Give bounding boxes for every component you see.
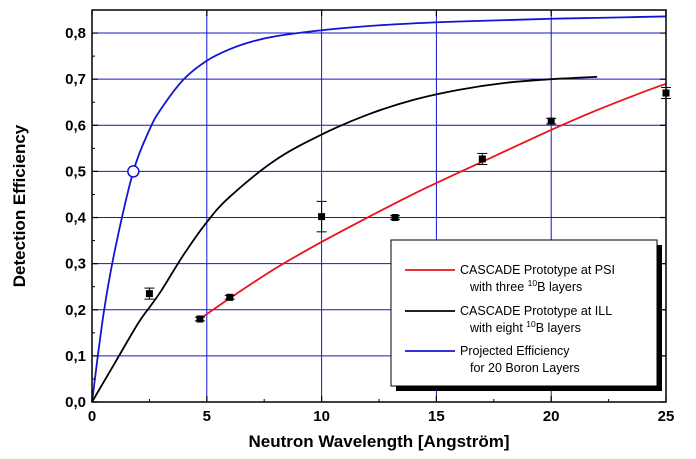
- x-tick-label: 5: [203, 408, 211, 425]
- y-tick-label: 0,6: [65, 117, 86, 134]
- legend-label-line2: with eight 10B layers: [469, 319, 581, 335]
- data-point-marker: [226, 293, 234, 301]
- data-point: [224, 293, 235, 301]
- legend-box: [390, 239, 658, 387]
- data-point: [194, 315, 205, 323]
- data-point-marker: [145, 290, 153, 298]
- data-point: [390, 214, 401, 222]
- data-point-marker: [391, 214, 399, 222]
- y-tick-label: 0,8: [65, 25, 86, 42]
- y-tick-label: 0,3: [65, 256, 86, 273]
- grid-lines: [92, 10, 666, 402]
- x-tick-label: 25: [658, 408, 675, 425]
- x-tick-label: 20: [543, 408, 560, 425]
- y-tick-label: 0,7: [65, 71, 86, 88]
- y-tick-label: 0,2: [65, 302, 86, 319]
- x-tick-label: 0: [88, 408, 96, 425]
- x-axis-label: Neutron Wavelength [Angström]: [249, 432, 510, 451]
- x-tick-label: 10: [313, 408, 330, 425]
- axis-ticks: 0 5 10 15 20 25 0,0 0,1 0,2 0,3 0,4 0,5 0,6 0,7 0,8: [65, 9, 675, 425]
- data-point-marker: [547, 117, 555, 125]
- y-tick-label: 0,4: [65, 210, 87, 227]
- x-tick-label: 15: [428, 408, 445, 425]
- series-ill-curve: [91, 75, 598, 403]
- data-point-marker: [478, 155, 486, 163]
- data-point: [477, 152, 488, 165]
- data-point: [144, 287, 155, 300]
- y-tick-label: 0,5: [65, 163, 86, 180]
- legend-label: CASCADE Prototype at ILL: [460, 304, 612, 318]
- legend-label: Projected Efficiency: [460, 344, 570, 358]
- series-curves: [91, 15, 667, 403]
- y-axis-label: Detection Efficiency: [10, 124, 29, 287]
- projected-marker-point: [127, 165, 140, 178]
- y-tick-label: 0,0: [65, 394, 86, 411]
- legend-label-line2: for 20 Boron Layers: [470, 361, 580, 375]
- y-tick-label: 0,1: [65, 348, 86, 365]
- series-projected-curve: [91, 15, 667, 403]
- legend-entry-projected: Projected Efficiency for 20 Boron Layers: [405, 344, 580, 375]
- data-point: [546, 117, 557, 125]
- series-psi-curve: [199, 82, 667, 320]
- data-point-marker: [318, 213, 326, 221]
- legend-label: CASCADE Prototype at PSI: [460, 263, 615, 277]
- legend-label-line2: with three 10B layers: [469, 278, 582, 294]
- data-point-marker: [196, 315, 204, 323]
- data-point: [316, 200, 327, 233]
